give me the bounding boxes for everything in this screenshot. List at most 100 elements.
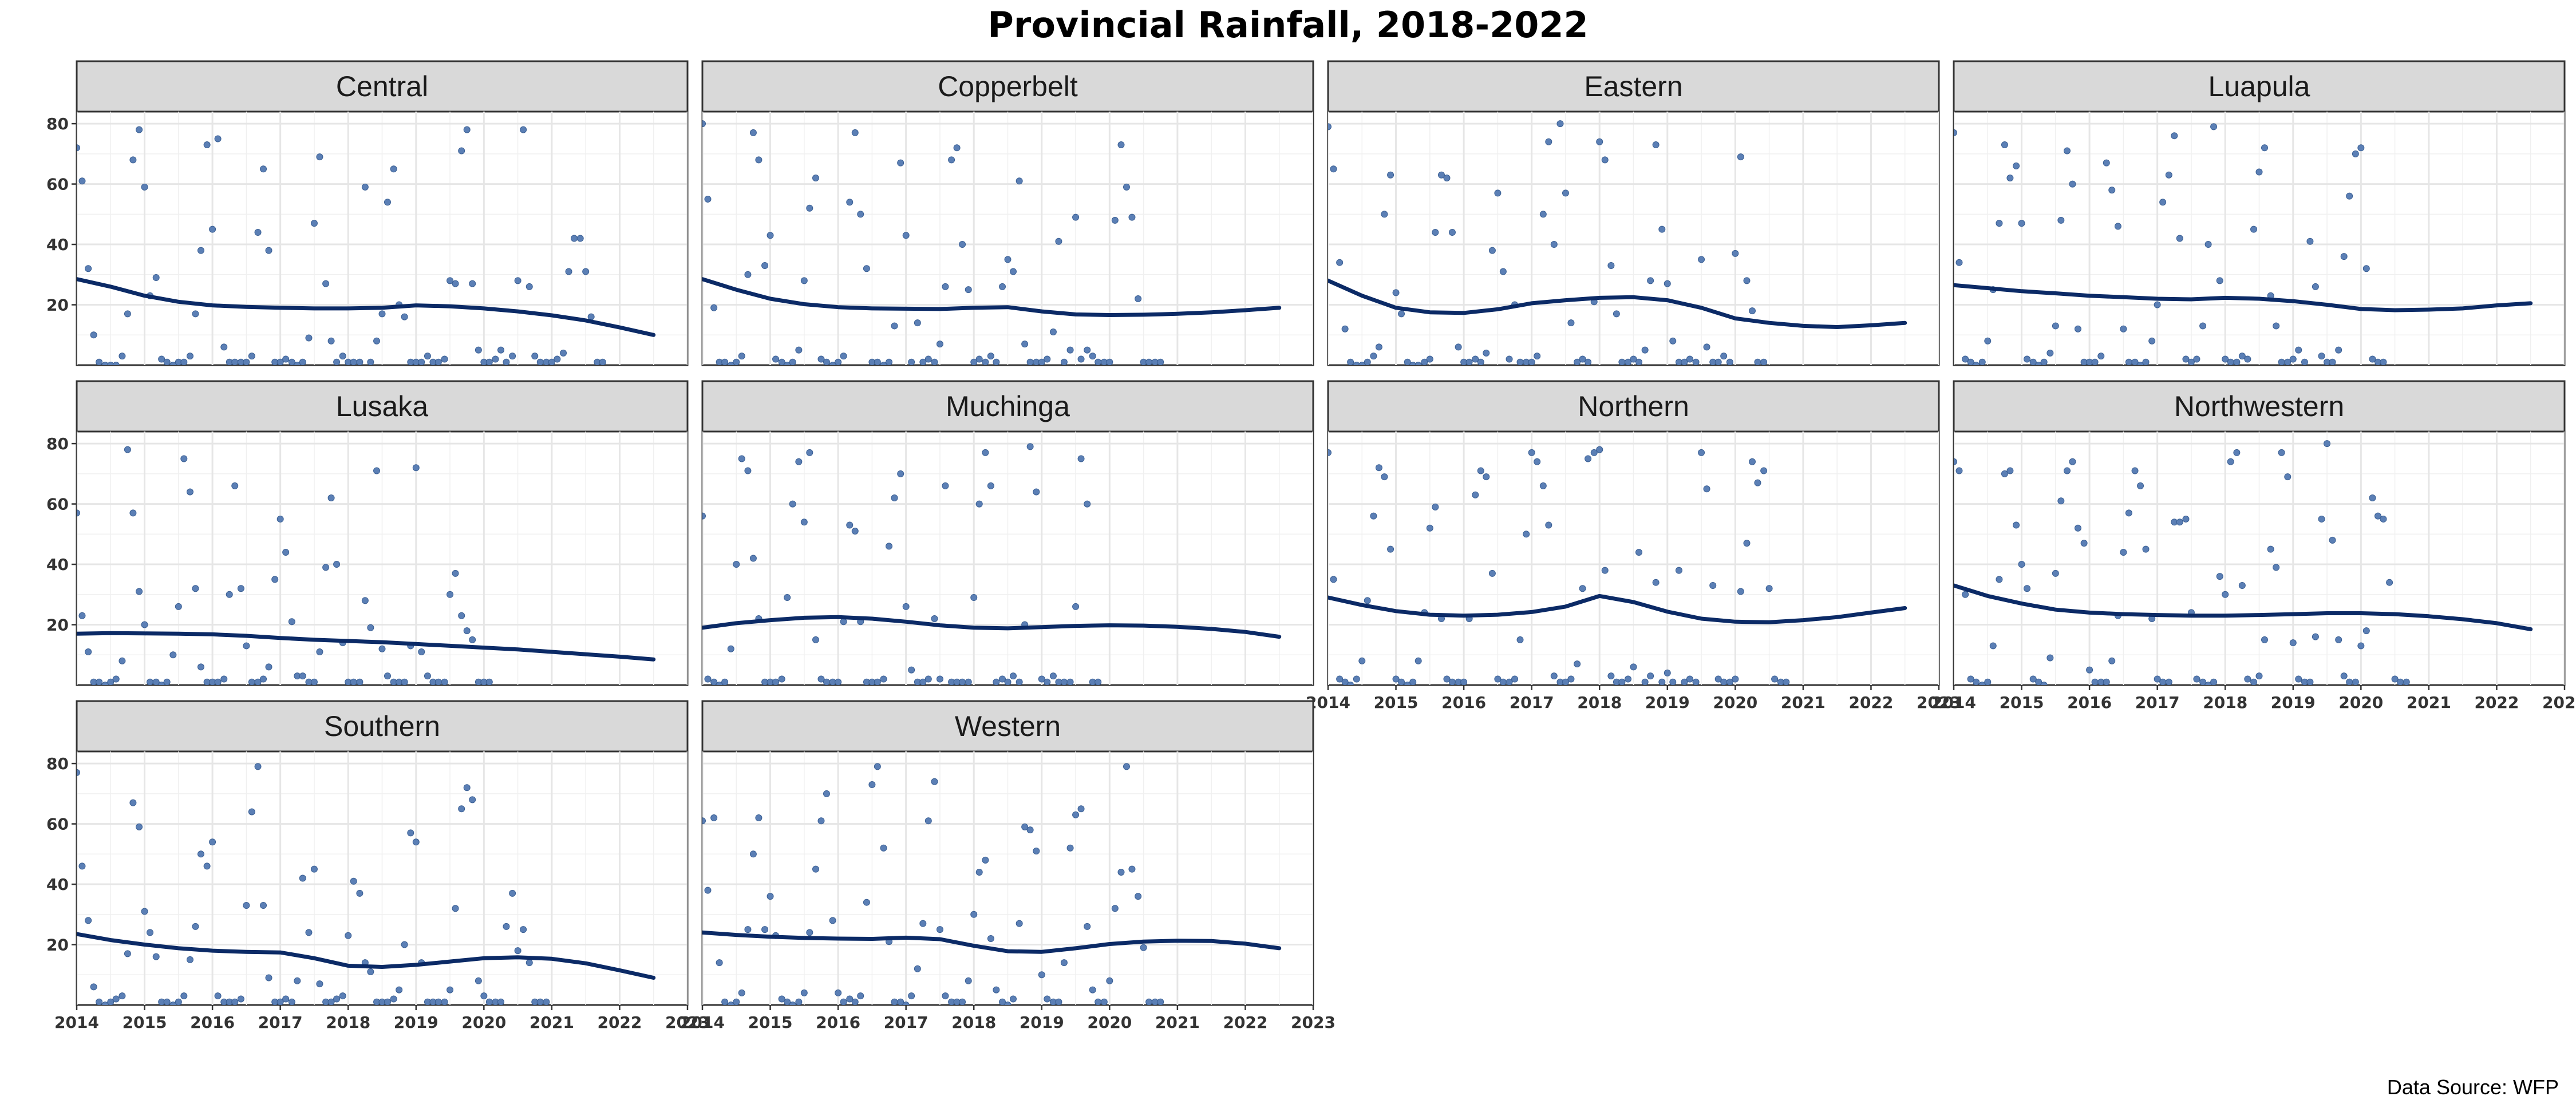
data-point bbox=[356, 889, 364, 897]
data-point bbox=[789, 358, 796, 365]
data-point bbox=[1375, 343, 1382, 351]
data-point bbox=[186, 956, 193, 963]
data-point bbox=[378, 310, 386, 318]
data-point bbox=[129, 799, 137, 806]
data-point bbox=[1630, 663, 1637, 671]
data-point bbox=[152, 678, 160, 685]
data-point bbox=[1044, 995, 1051, 1003]
data-point bbox=[1760, 467, 1768, 474]
data-point bbox=[463, 627, 471, 635]
data-point bbox=[936, 926, 943, 933]
data-point bbox=[784, 362, 791, 365]
x-tick-label: 2015 bbox=[1374, 693, 1419, 712]
data-point bbox=[1460, 678, 1468, 685]
data-point bbox=[924, 817, 932, 825]
data-point bbox=[1984, 678, 1992, 685]
data-point bbox=[975, 500, 983, 508]
data-point bbox=[2131, 358, 2139, 365]
data-point bbox=[147, 929, 154, 936]
data-point bbox=[1448, 678, 1456, 685]
data-point bbox=[1732, 675, 1739, 683]
data-point bbox=[1556, 120, 1564, 128]
panel-southern: Southern 20 40 60 80 2014 2015 2016 2017 2018 2019… bbox=[46, 700, 710, 1032]
data-point bbox=[829, 917, 836, 924]
data-point bbox=[169, 1002, 177, 1005]
data-point bbox=[1737, 153, 1744, 161]
data-point bbox=[316, 153, 323, 161]
data-point bbox=[1607, 262, 1615, 269]
x-tick-label: 2016 bbox=[190, 1013, 235, 1032]
data-point bbox=[784, 594, 791, 601]
data-point bbox=[1117, 141, 1125, 149]
data-point bbox=[2244, 355, 2251, 363]
data-point bbox=[744, 271, 752, 278]
data-point bbox=[806, 449, 813, 456]
data-point bbox=[1641, 346, 1649, 354]
data-point bbox=[886, 543, 893, 550]
data-point bbox=[1978, 682, 1986, 685]
data-point bbox=[147, 678, 154, 685]
data-point bbox=[2176, 235, 2183, 242]
data-point bbox=[891, 998, 898, 1005]
data-point bbox=[434, 358, 442, 365]
data-point bbox=[1658, 678, 1666, 685]
data-point bbox=[136, 126, 143, 133]
data-point bbox=[846, 995, 854, 1003]
data-point bbox=[744, 467, 752, 474]
data-point bbox=[942, 482, 949, 489]
data-point bbox=[548, 358, 555, 365]
data-point bbox=[396, 986, 403, 994]
data-point bbox=[789, 1002, 796, 1005]
facet-strip-label: Copperbelt bbox=[938, 70, 1078, 102]
data-point bbox=[2295, 346, 2302, 354]
data-point bbox=[2097, 353, 2105, 360]
data-point bbox=[463, 784, 471, 792]
data-point bbox=[2312, 633, 2319, 640]
data-point bbox=[1601, 567, 1609, 574]
data-point bbox=[2284, 473, 2291, 481]
data-point bbox=[2233, 358, 2241, 365]
data-point bbox=[2052, 322, 2059, 330]
data-point bbox=[959, 998, 966, 1005]
data-point bbox=[163, 678, 171, 685]
data-point bbox=[2013, 521, 2020, 529]
data-point bbox=[2057, 497, 2065, 505]
data-point bbox=[485, 358, 493, 365]
data-point bbox=[2227, 358, 2234, 365]
data-point bbox=[1370, 512, 1377, 520]
data-point bbox=[936, 675, 943, 683]
smooth-trend-line bbox=[702, 277, 1282, 317]
data-point bbox=[2210, 123, 2218, 130]
data-point bbox=[970, 594, 978, 601]
data-point bbox=[710, 304, 718, 311]
data-point bbox=[1465, 358, 1473, 365]
data-point bbox=[2340, 253, 2348, 260]
data-point bbox=[1066, 346, 1074, 354]
data-point bbox=[1060, 678, 1068, 685]
data-point bbox=[1618, 358, 1626, 365]
data-point bbox=[186, 353, 193, 360]
data-point bbox=[384, 672, 391, 680]
data-point bbox=[721, 998, 729, 1005]
y-tick-label: 80 bbox=[46, 114, 69, 133]
data-point bbox=[237, 995, 244, 1003]
data-point bbox=[463, 126, 471, 133]
data-point bbox=[1601, 156, 1609, 164]
data-point bbox=[975, 868, 983, 876]
data-point bbox=[1494, 675, 1502, 683]
data-point bbox=[1511, 675, 1519, 683]
data-point bbox=[1100, 998, 1108, 1005]
data-point bbox=[1567, 675, 1575, 683]
data-point bbox=[1681, 358, 1688, 365]
data-point bbox=[914, 965, 921, 972]
data-point bbox=[1398, 678, 1405, 685]
data-point bbox=[868, 781, 876, 789]
data-point bbox=[2216, 573, 2223, 580]
data-point bbox=[1128, 213, 1136, 221]
data-point bbox=[948, 156, 955, 164]
data-point bbox=[2165, 678, 2172, 685]
x-tick-label: 2016 bbox=[2067, 693, 2112, 712]
data-point bbox=[271, 576, 279, 583]
data-point bbox=[1996, 576, 2003, 583]
